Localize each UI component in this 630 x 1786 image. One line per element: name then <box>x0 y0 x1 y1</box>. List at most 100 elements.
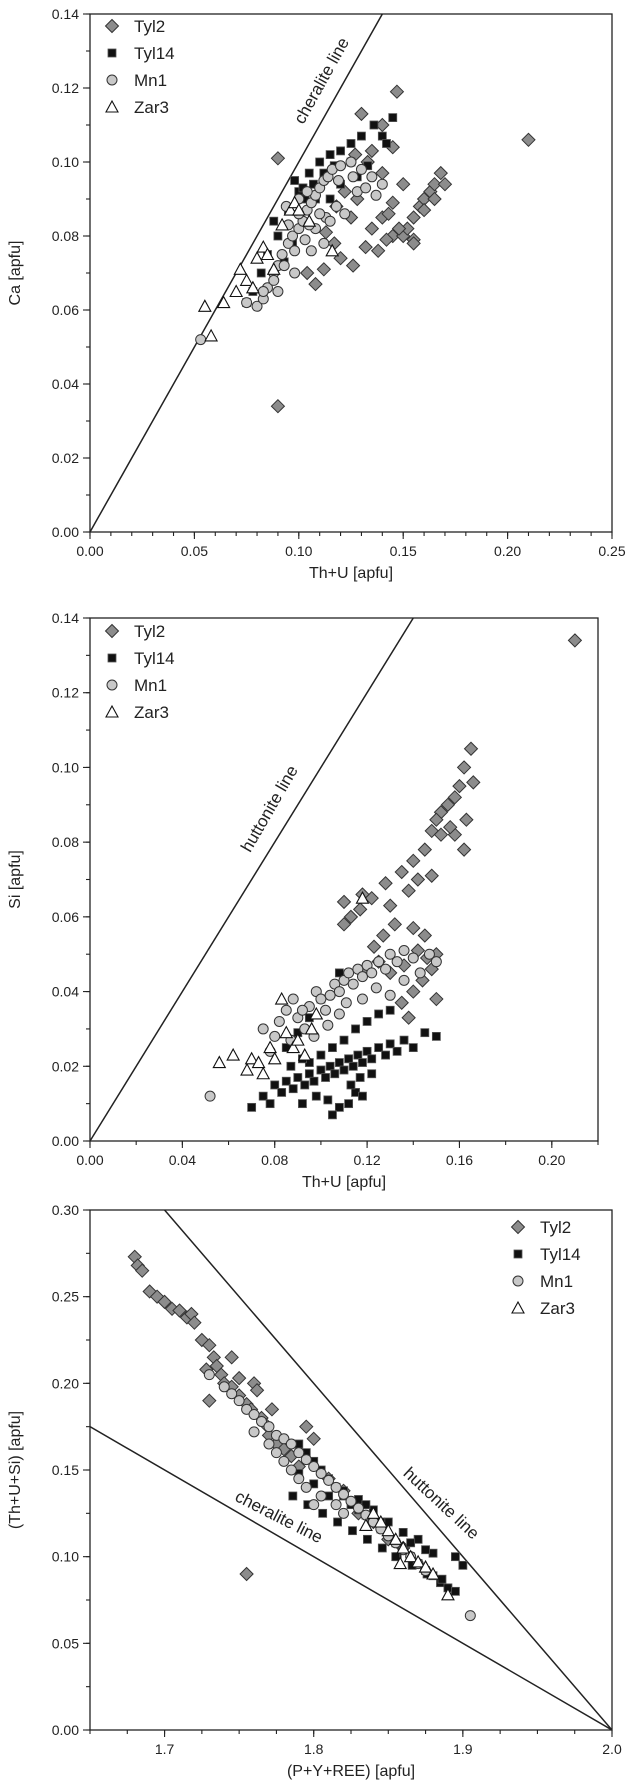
data-point <box>285 1438 297 1450</box>
y-tick-label: 0.00 <box>52 1133 79 1149</box>
data-point <box>256 239 271 253</box>
y-axis-label: (Th+U+Si) [apfu] <box>7 1411 24 1529</box>
data-point <box>248 1409 260 1421</box>
data-point <box>377 131 387 141</box>
data-point <box>458 1560 468 1570</box>
data-point <box>417 928 433 943</box>
series-tyl2 <box>336 633 583 1025</box>
data-point <box>240 1062 254 1076</box>
data-point <box>376 928 391 943</box>
data-point <box>328 1110 337 1120</box>
y-tick-label: 0.10 <box>52 1549 79 1565</box>
data-point <box>204 1090 216 1102</box>
data-point <box>281 1076 291 1086</box>
data-point <box>345 156 357 168</box>
data-point <box>233 1395 245 1407</box>
data-point <box>418 1559 433 1573</box>
data-point <box>226 1047 241 1061</box>
data-point <box>278 1433 290 1445</box>
data-point <box>249 1383 265 1398</box>
data-point <box>345 1495 357 1507</box>
y-tick-label: 0.02 <box>52 450 79 466</box>
data-point <box>382 139 391 148</box>
data-point <box>348 1061 358 1071</box>
data-point <box>157 1294 172 1310</box>
data-point <box>406 984 421 999</box>
data-point <box>406 236 421 251</box>
data-point <box>426 1566 440 1580</box>
reference-line <box>90 618 414 1141</box>
data-point <box>256 268 266 278</box>
data-point <box>270 151 286 166</box>
legend: Tyl2 Tyl14 Mn1 Zar3 <box>510 1218 581 1318</box>
data-point <box>358 1091 367 1101</box>
data-point <box>231 1370 247 1386</box>
data-point <box>280 1004 292 1016</box>
x-tick-label: 0.00 <box>76 1152 103 1168</box>
data-point <box>203 1369 215 1381</box>
data-point <box>256 1066 271 1080</box>
data-point <box>269 1030 281 1042</box>
data-point <box>344 1054 354 1064</box>
data-point <box>293 1473 305 1485</box>
data-point <box>464 1610 476 1622</box>
data-point <box>366 939 382 954</box>
series-mn1 <box>195 156 388 346</box>
data-point <box>369 120 379 130</box>
data-point <box>421 1545 430 1555</box>
data-point <box>381 206 396 222</box>
y-tick-label: 0.12 <box>52 685 79 701</box>
data-point <box>463 741 479 756</box>
data-point <box>330 1481 342 1493</box>
data-point <box>380 963 392 975</box>
data-point <box>428 1548 438 1558</box>
data-point <box>391 956 403 968</box>
y-tick-label: 0.02 <box>52 1058 79 1074</box>
data-point <box>417 842 433 857</box>
plot-frame <box>89 13 613 533</box>
data-point <box>406 853 421 869</box>
x-tick-label: 0.00 <box>76 543 103 559</box>
data-point <box>134 1263 150 1278</box>
data-point <box>287 993 299 1005</box>
data-point <box>410 872 426 887</box>
legend-marker <box>510 1219 526 1235</box>
legend-label: Zar3 <box>134 703 169 722</box>
data-point <box>315 157 325 167</box>
data-point <box>288 1491 298 1501</box>
data-point <box>401 883 416 898</box>
data-point <box>456 760 472 775</box>
x-axis-label: Th+U [apfu] <box>309 565 393 582</box>
chart-panel-1: 0.00 0.05 0.10 0.15 0.20 0.25 0.00 0.02 0.04 0.06… <box>7 6 626 582</box>
chart-panel-2: 0.00 0.04 0.08 0.12 0.16 0.20 0.00 0.02 0.04 0.06… <box>7 610 599 1191</box>
data-point <box>431 1032 441 1041</box>
data-point <box>241 1403 253 1415</box>
chart-panel-3: 1.7 1.8 1.9 2.0 0.00 0.05 0.10 0.15 0.20 0.25 0.30… <box>7 1202 622 1780</box>
data-point <box>197 299 212 312</box>
data-point <box>270 1080 280 1090</box>
data-point <box>450 1586 460 1596</box>
data-point <box>381 1050 390 1060</box>
data-point <box>325 243 340 257</box>
data-point <box>315 993 327 1005</box>
data-point <box>394 995 409 1010</box>
data-point <box>335 160 347 172</box>
data-point <box>429 991 444 1007</box>
y-tick-label: 0.00 <box>52 1722 79 1738</box>
data-point <box>392 1046 402 1056</box>
series-tyl2 <box>270 84 536 414</box>
data-point <box>300 1080 310 1090</box>
data-point <box>204 328 219 342</box>
series-zar3 <box>197 195 340 342</box>
data-point <box>239 1566 254 1582</box>
data-point <box>302 214 317 227</box>
data-point <box>218 1381 230 1393</box>
data-point <box>352 902 368 917</box>
data-point <box>286 1061 296 1071</box>
data-point <box>245 280 260 294</box>
data-point <box>447 790 463 805</box>
data-point <box>187 1315 202 1330</box>
data-point <box>398 1528 408 1537</box>
data-point <box>396 1540 411 1554</box>
data-point <box>266 262 281 275</box>
